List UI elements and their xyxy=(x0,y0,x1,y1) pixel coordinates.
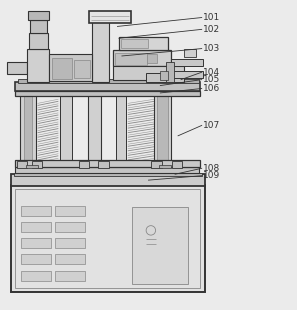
Bar xyxy=(55,271,85,281)
Bar xyxy=(55,254,85,264)
Bar xyxy=(159,165,171,168)
Text: 102: 102 xyxy=(203,25,220,34)
Bar xyxy=(15,82,200,91)
Text: 103: 103 xyxy=(203,44,220,53)
Bar xyxy=(154,95,171,166)
Bar xyxy=(171,71,203,78)
Bar xyxy=(74,60,90,78)
Bar xyxy=(184,49,196,57)
Bar xyxy=(79,161,89,168)
Bar xyxy=(88,95,101,166)
Bar xyxy=(21,206,51,215)
Text: 106: 106 xyxy=(203,84,220,93)
Bar xyxy=(15,167,199,173)
Bar xyxy=(21,238,51,248)
Bar xyxy=(60,95,72,166)
Bar xyxy=(11,174,205,186)
Text: 105: 105 xyxy=(203,75,220,84)
Bar xyxy=(113,50,171,66)
Bar xyxy=(92,21,109,82)
Bar xyxy=(15,160,200,167)
Bar xyxy=(157,95,168,166)
Text: 104: 104 xyxy=(203,68,220,77)
Bar xyxy=(172,161,182,168)
Bar xyxy=(50,55,92,81)
Bar xyxy=(116,95,126,166)
Bar xyxy=(11,184,205,292)
Bar xyxy=(146,73,184,82)
Bar xyxy=(21,254,51,264)
Bar xyxy=(121,39,148,48)
Bar xyxy=(171,59,203,66)
Bar xyxy=(132,207,188,284)
Bar xyxy=(151,161,162,168)
Bar xyxy=(55,222,85,232)
Bar xyxy=(53,58,72,79)
Text: 108: 108 xyxy=(203,164,220,173)
Bar xyxy=(115,53,147,65)
Bar xyxy=(29,33,48,49)
Text: 101: 101 xyxy=(203,13,220,22)
Bar xyxy=(119,37,168,50)
Bar xyxy=(21,222,51,232)
Bar xyxy=(14,173,202,176)
Bar xyxy=(28,11,49,20)
Bar xyxy=(98,161,109,168)
Bar xyxy=(27,49,50,82)
Bar xyxy=(18,79,199,82)
Bar xyxy=(160,71,168,80)
Bar xyxy=(166,63,174,82)
Bar xyxy=(32,161,42,168)
Text: 109: 109 xyxy=(203,171,220,180)
Bar xyxy=(55,238,85,248)
Bar xyxy=(17,161,27,168)
Bar xyxy=(7,62,27,74)
Bar xyxy=(89,11,131,24)
Bar xyxy=(55,206,85,215)
Bar xyxy=(30,20,47,33)
Bar xyxy=(15,91,200,96)
Bar xyxy=(20,95,36,166)
Bar xyxy=(24,95,32,166)
Bar xyxy=(113,66,184,80)
Bar xyxy=(147,55,157,63)
Bar xyxy=(26,165,38,168)
Bar xyxy=(21,271,51,281)
Bar xyxy=(95,12,106,22)
Bar xyxy=(15,189,200,288)
Text: 107: 107 xyxy=(203,121,220,130)
